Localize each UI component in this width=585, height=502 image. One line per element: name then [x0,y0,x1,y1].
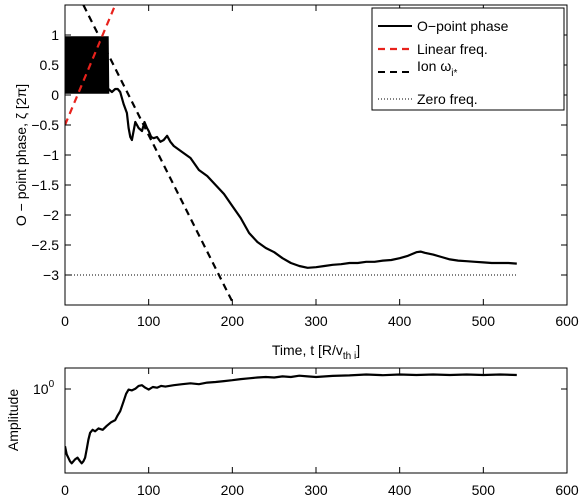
phase-x-tick-label-300: 300 [304,313,328,329]
amplitude-y-axis-label: Amplitude [5,389,21,451]
legend-label-zero-freq: Zero freq. [417,91,478,107]
amplitude-x-tick-label-200: 200 [221,482,245,498]
amplitude-y-tick-base: 10 [33,381,49,397]
phase-axes: 0 100 200 300 400 500 600 1 0.5 0 −0.5 −1 −1.5 −2 −2.… [13,4,579,362]
series-linear-freq [65,5,117,126]
amplitude-y-tick-exp: 0 [49,379,55,390]
legend-ion-omega-sub: i* [451,68,457,79]
phase-y-tick-label-1: 1 [51,27,59,43]
series-ion-i [82,5,235,305]
amplitude-x-ticks: 0 100 200 300 400 500 600 [61,368,579,498]
series-o-point-phase [107,87,517,269]
amplitude-plot-area [65,368,567,473]
phase-y-axis-label: O − point phase, ζ [2π] [13,84,29,226]
amplitude-axes: 0 100 200 300 400 500 600 100 Amplitude [5,367,579,498]
phase-y-tick-label-3: −3 [43,267,59,283]
phase-x-tick-label-500: 500 [472,313,496,329]
phase-y-tick-label-0: 0 [51,87,59,103]
series-amplitude [65,373,517,465]
phase-x-tick-label-100: 100 [137,313,161,329]
x-label-main: Time, t [R/v [272,342,343,358]
phase-x-tick-label-0: 0 [61,313,69,329]
legend-label-o-point-phase: O−point phase [417,18,509,34]
amplitude-x-tick-label-300: 300 [304,482,328,498]
amplitude-x-tick-label-400: 400 [388,482,412,498]
phase-x-tick-label-200: 200 [221,313,245,329]
phase-y-tick-label-1: −1 [43,147,59,163]
x-label-sub: th i [343,351,356,362]
series-o-point-phase-oscillation [65,36,110,94]
phase-x-tick-label-600: 600 [555,313,579,329]
legend: O−point phase Linear freq. Ion ωi* Zero … [371,7,565,111]
phase-x-axis-label: Time, t [R/vth i] [272,342,360,362]
phase-y-tick-label-2: −2 [43,207,59,223]
phase-y-ticks: 1 0.5 0 −0.5 −1 −1.5 −2 −2.5 −3 [31,27,567,283]
phase-y-tick-label-1-5: −1.5 [31,177,59,193]
phase-y-tick-label-0-5: −0.5 [31,117,59,133]
phase-x-tick-label-400: 400 [388,313,412,329]
legend-label-linear-freq: Linear freq. [417,41,488,57]
amplitude-y-tick-label: 100 [33,379,55,397]
x-label-close: ] [356,342,360,358]
phase-series-group [65,5,517,305]
amplitude-x-tick-label-0: 0 [61,482,69,498]
amplitude-x-tick-label-600: 600 [555,482,579,498]
amplitude-series-group [65,373,517,465]
amplitude-x-tick-label-100: 100 [137,482,161,498]
phase-y-tick-label-0-5: 0.5 [40,57,60,73]
phase-y-tick-label-2-5: −2.5 [31,237,59,253]
legend-ion-omega-main: Ion ω [417,58,451,74]
amplitude-x-tick-label-500: 500 [472,482,496,498]
legend-label-ion-omega: Ion ωi* [417,58,458,79]
